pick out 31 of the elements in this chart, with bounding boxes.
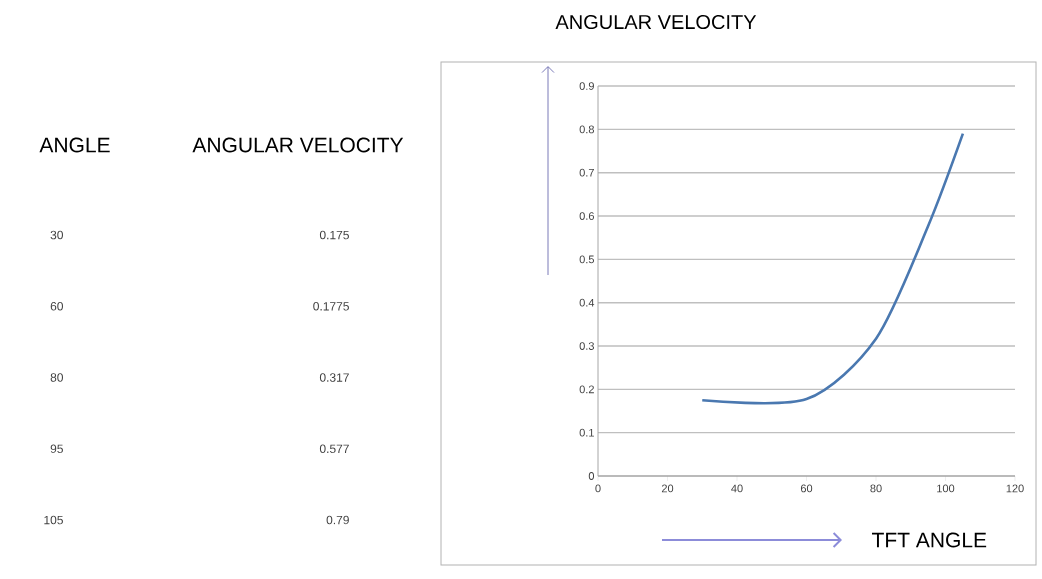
y-tick-label: 0.6: [579, 212, 594, 220]
text: 105: [44, 515, 63, 525]
y-tick-label: 0.7: [579, 168, 594, 177]
y-tick-label: 0.8: [579, 125, 594, 134]
text: 95: [50, 444, 63, 453]
text: 0.577: [319, 444, 349, 453]
y-tick-label: 0.9: [579, 82, 594, 90]
text: ANGULAR VELOCITY: [192, 137, 404, 153]
x-tick-label: 0: [595, 484, 601, 493]
y-tick-label: 0.2: [579, 385, 594, 394]
x-tick-label: 120: [1006, 484, 1024, 493]
chart-title: ANGULAR VELOCITY: [555, 14, 757, 30]
text: 80: [50, 373, 63, 382]
x-axis-title: TFT ANGLE: [872, 532, 987, 548]
text: 30: [50, 230, 63, 240]
x-tick-label: 80: [870, 484, 882, 493]
text: 60: [50, 302, 63, 311]
text: 0.175: [319, 230, 349, 240]
y-tick-label: 0.3: [579, 342, 594, 350]
y-tick-label: 0.1: [579, 428, 594, 437]
x-tick-label: 40: [731, 484, 743, 493]
x-tick-label: 60: [800, 484, 813, 493]
x-tick-label: 20: [661, 484, 674, 493]
text: 0.1775: [313, 302, 349, 311]
y-tick-label: 0.4: [579, 298, 595, 307]
text: 0.79: [326, 515, 349, 525]
y-tick-label: 0: [588, 472, 595, 480]
y-tick-label: 0.5: [579, 255, 594, 264]
text: ANGLE: [39, 137, 110, 153]
x-tick-label: 100: [937, 484, 955, 493]
text: 0.317: [319, 373, 349, 382]
